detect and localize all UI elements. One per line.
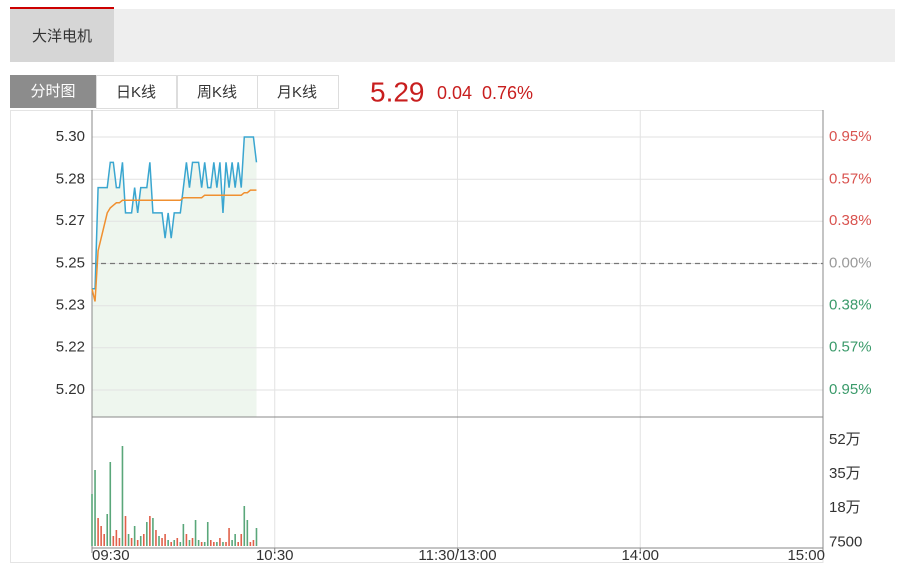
price-line	[91, 189, 257, 302]
y2-tick-label: 0.95%	[829, 381, 872, 398]
plot: 5.30 0.95% 5.28 0.57% 5.27 0.38% 5.25 0.00% 5.23…	[56, 110, 872, 564]
volume-bar	[130, 538, 133, 546]
x-tick-label: 14:00	[621, 547, 659, 564]
volume-bar	[200, 542, 203, 546]
volume-bar	[106, 514, 109, 546]
volume-bar	[161, 538, 163, 546]
volume-bar	[213, 542, 215, 546]
y2-tick-label: 0.38%	[829, 297, 872, 314]
x-tick-label: 11:30/13:00	[418, 547, 496, 564]
volume-bar	[219, 538, 221, 546]
y2-tick-label: 0.38%	[829, 212, 872, 229]
volume-bar	[139, 536, 142, 546]
volume-bar	[246, 520, 249, 546]
volume-bar	[243, 506, 246, 546]
volume-bar	[188, 540, 191, 546]
volume-bar	[191, 538, 194, 546]
volume-bar	[158, 536, 160, 546]
volume-bar	[194, 520, 197, 546]
volume-bar	[115, 530, 118, 546]
volume-bar	[118, 538, 121, 546]
tab[interactable]	[96, 75, 177, 109]
tab-label[interactable]: 分时图	[30, 83, 75, 100]
volume-bar	[149, 516, 151, 546]
volume-bar	[182, 524, 185, 546]
y-tick-label: 5.27	[56, 212, 85, 229]
volume-bar	[112, 536, 115, 546]
tab-active[interactable]	[10, 75, 96, 108]
volume-bar	[237, 542, 239, 546]
price-line	[92, 136, 258, 290]
volume-bar	[142, 534, 145, 546]
volume-bar	[152, 518, 154, 546]
volume-bar	[240, 534, 243, 546]
stock-tab[interactable]	[10, 9, 114, 62]
tab[interactable]	[257, 75, 339, 109]
volume-bar	[203, 542, 206, 546]
y-tick-label: 5.28	[56, 170, 85, 187]
volume-bar	[164, 534, 166, 546]
volume-bar	[170, 542, 172, 546]
volume-bar	[176, 538, 179, 546]
volume-bar	[185, 534, 188, 546]
y2-tick-label: 0.57%	[829, 339, 872, 356]
volume-tick-label: 35万	[829, 465, 861, 482]
quote-change: 0.04	[437, 83, 472, 103]
volume-bar	[136, 540, 139, 546]
y2-tick-label: 0.00%	[829, 254, 872, 271]
y-tick-label: 5.25	[56, 254, 85, 271]
volume-bar	[209, 540, 212, 546]
volume-bar	[225, 542, 227, 546]
volume-bar	[216, 542, 218, 546]
x-tick-label: 15:00	[787, 547, 825, 564]
x-tick-label: 10:30	[256, 547, 294, 564]
y-tick-label: 5.20	[56, 381, 85, 398]
quote-change-pct: 0.76%	[482, 83, 533, 103]
y-tick-label: 5.23	[56, 297, 85, 314]
tab-label[interactable]: 周K线	[197, 84, 237, 101]
tab-label[interactable]: 日K线	[116, 84, 156, 101]
y-tick-label: 5.22	[56, 339, 85, 356]
volume-bar	[103, 534, 105, 546]
y2-tick-label: 0.95%	[829, 128, 872, 145]
volume-bar	[249, 542, 252, 546]
volume-bar	[91, 494, 93, 546]
volume-bar	[173, 540, 176, 546]
volume-bar	[255, 528, 258, 546]
volume-bar	[109, 462, 112, 546]
volume-bar	[121, 446, 124, 546]
volume-bar	[146, 522, 148, 546]
y2-tick-label: 0.57%	[829, 170, 872, 187]
stock-name: 大洋电机	[32, 28, 92, 45]
x-tick-label: 09:30	[92, 547, 130, 564]
volume-bar	[100, 526, 102, 546]
quote-price: 5.29	[370, 76, 425, 107]
volume-bar	[197, 540, 200, 546]
volume-bar	[206, 522, 209, 546]
price-area	[92, 137, 257, 418]
volume-bar	[127, 534, 130, 546]
volume-tick-label: 18万	[829, 499, 861, 516]
stock-tab-accent	[10, 7, 114, 9]
volume-tick-label: 7500	[829, 533, 862, 550]
volume-bar	[124, 516, 127, 546]
volume-bar	[234, 534, 236, 546]
header-bar	[10, 9, 895, 62]
volume-tick-label: 52万	[829, 431, 861, 448]
volume-bar	[231, 540, 233, 546]
volume-bar	[167, 540, 169, 546]
tab-label[interactable]: 月K线	[277, 84, 317, 101]
volume-bar	[94, 470, 96, 546]
volume-bar	[97, 518, 99, 546]
volume-bar	[133, 526, 136, 546]
volume-bar	[179, 542, 182, 546]
volume-bar	[222, 542, 224, 546]
volume-bar	[228, 528, 230, 546]
volume-bar	[155, 530, 157, 546]
y-tick-label: 5.30	[56, 128, 85, 145]
volume-bar	[252, 540, 255, 546]
